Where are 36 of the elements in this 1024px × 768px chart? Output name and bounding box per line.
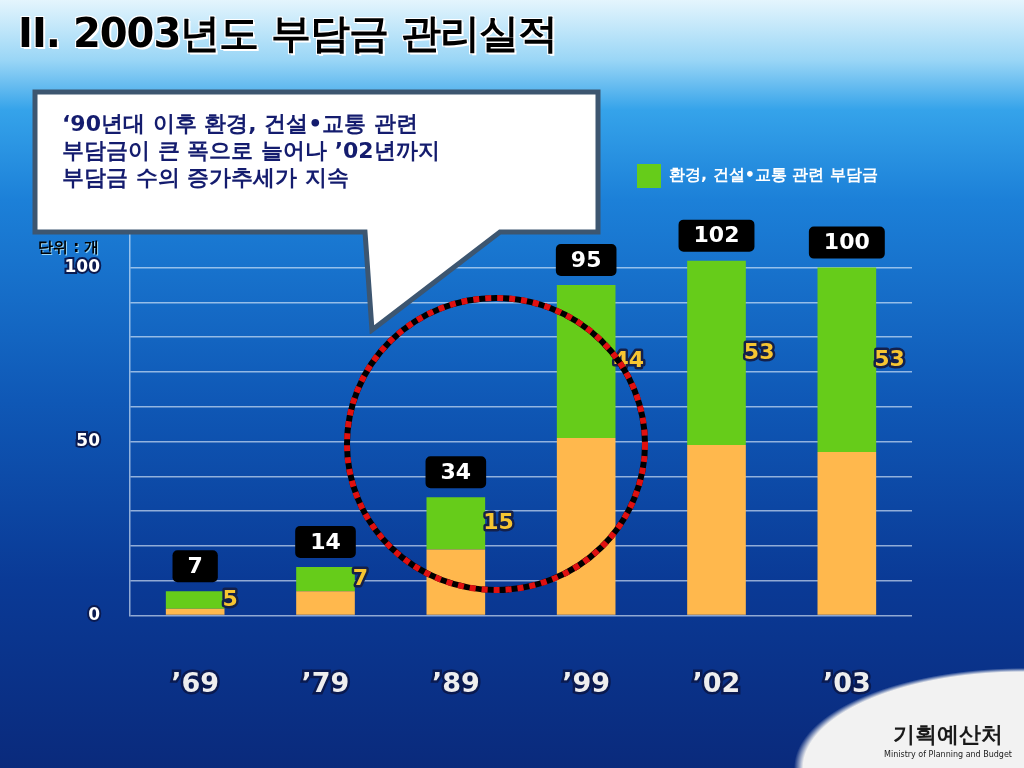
bar (556, 285, 616, 439)
bar (296, 566, 355, 592)
x-tick-label: ’99 (562, 666, 611, 698)
text: ‘90년대 이후 환경, 건설•교통 관련 부담금이 큰 폭으로 늘어나 ’02년까지 부담금 수의 증가추세가 지속 (62, 110, 441, 191)
text: Ministry of Planning and Budget (884, 749, 1012, 760)
x-tick-label: ’79 (301, 666, 350, 698)
bar (556, 438, 616, 615)
bar (426, 549, 486, 615)
y-tick-label: 0 (88, 604, 101, 625)
x-tick-label: ’89 (431, 666, 480, 698)
total-label: 102 (693, 222, 740, 248)
total-label: 100 (823, 229, 870, 255)
chart-title: II. 2003년도 부담금 관리실적 (18, 9, 558, 58)
bar (426, 497, 486, 550)
bar (687, 260, 746, 446)
total-label: 95 (570, 246, 602, 272)
legend-label: 환경, 건설•교통 관련 부담금 (668, 165, 878, 185)
bar (817, 452, 877, 615)
x-tick-label: ’03 (822, 666, 871, 698)
y-tick-label: 100 (64, 256, 101, 277)
data-label: 5 (222, 585, 238, 611)
total-label: 14 (310, 528, 341, 554)
total-label: 34 (440, 459, 472, 484)
bar (687, 445, 746, 615)
data-label: 53 (874, 345, 905, 371)
data-label: 15 (483, 509, 514, 535)
y-axis-title: 단위 : 개 (38, 238, 100, 257)
bar (817, 267, 877, 453)
total-label: 7 (187, 552, 203, 578)
bar (296, 591, 355, 615)
bar (165, 591, 225, 609)
text: 기획예산처 (892, 721, 1005, 749)
bar (165, 608, 225, 615)
y-tick-label: 50 (76, 430, 101, 451)
x-tick-label: ’02 (692, 666, 741, 698)
x-tick-label: ’69 (171, 666, 220, 698)
